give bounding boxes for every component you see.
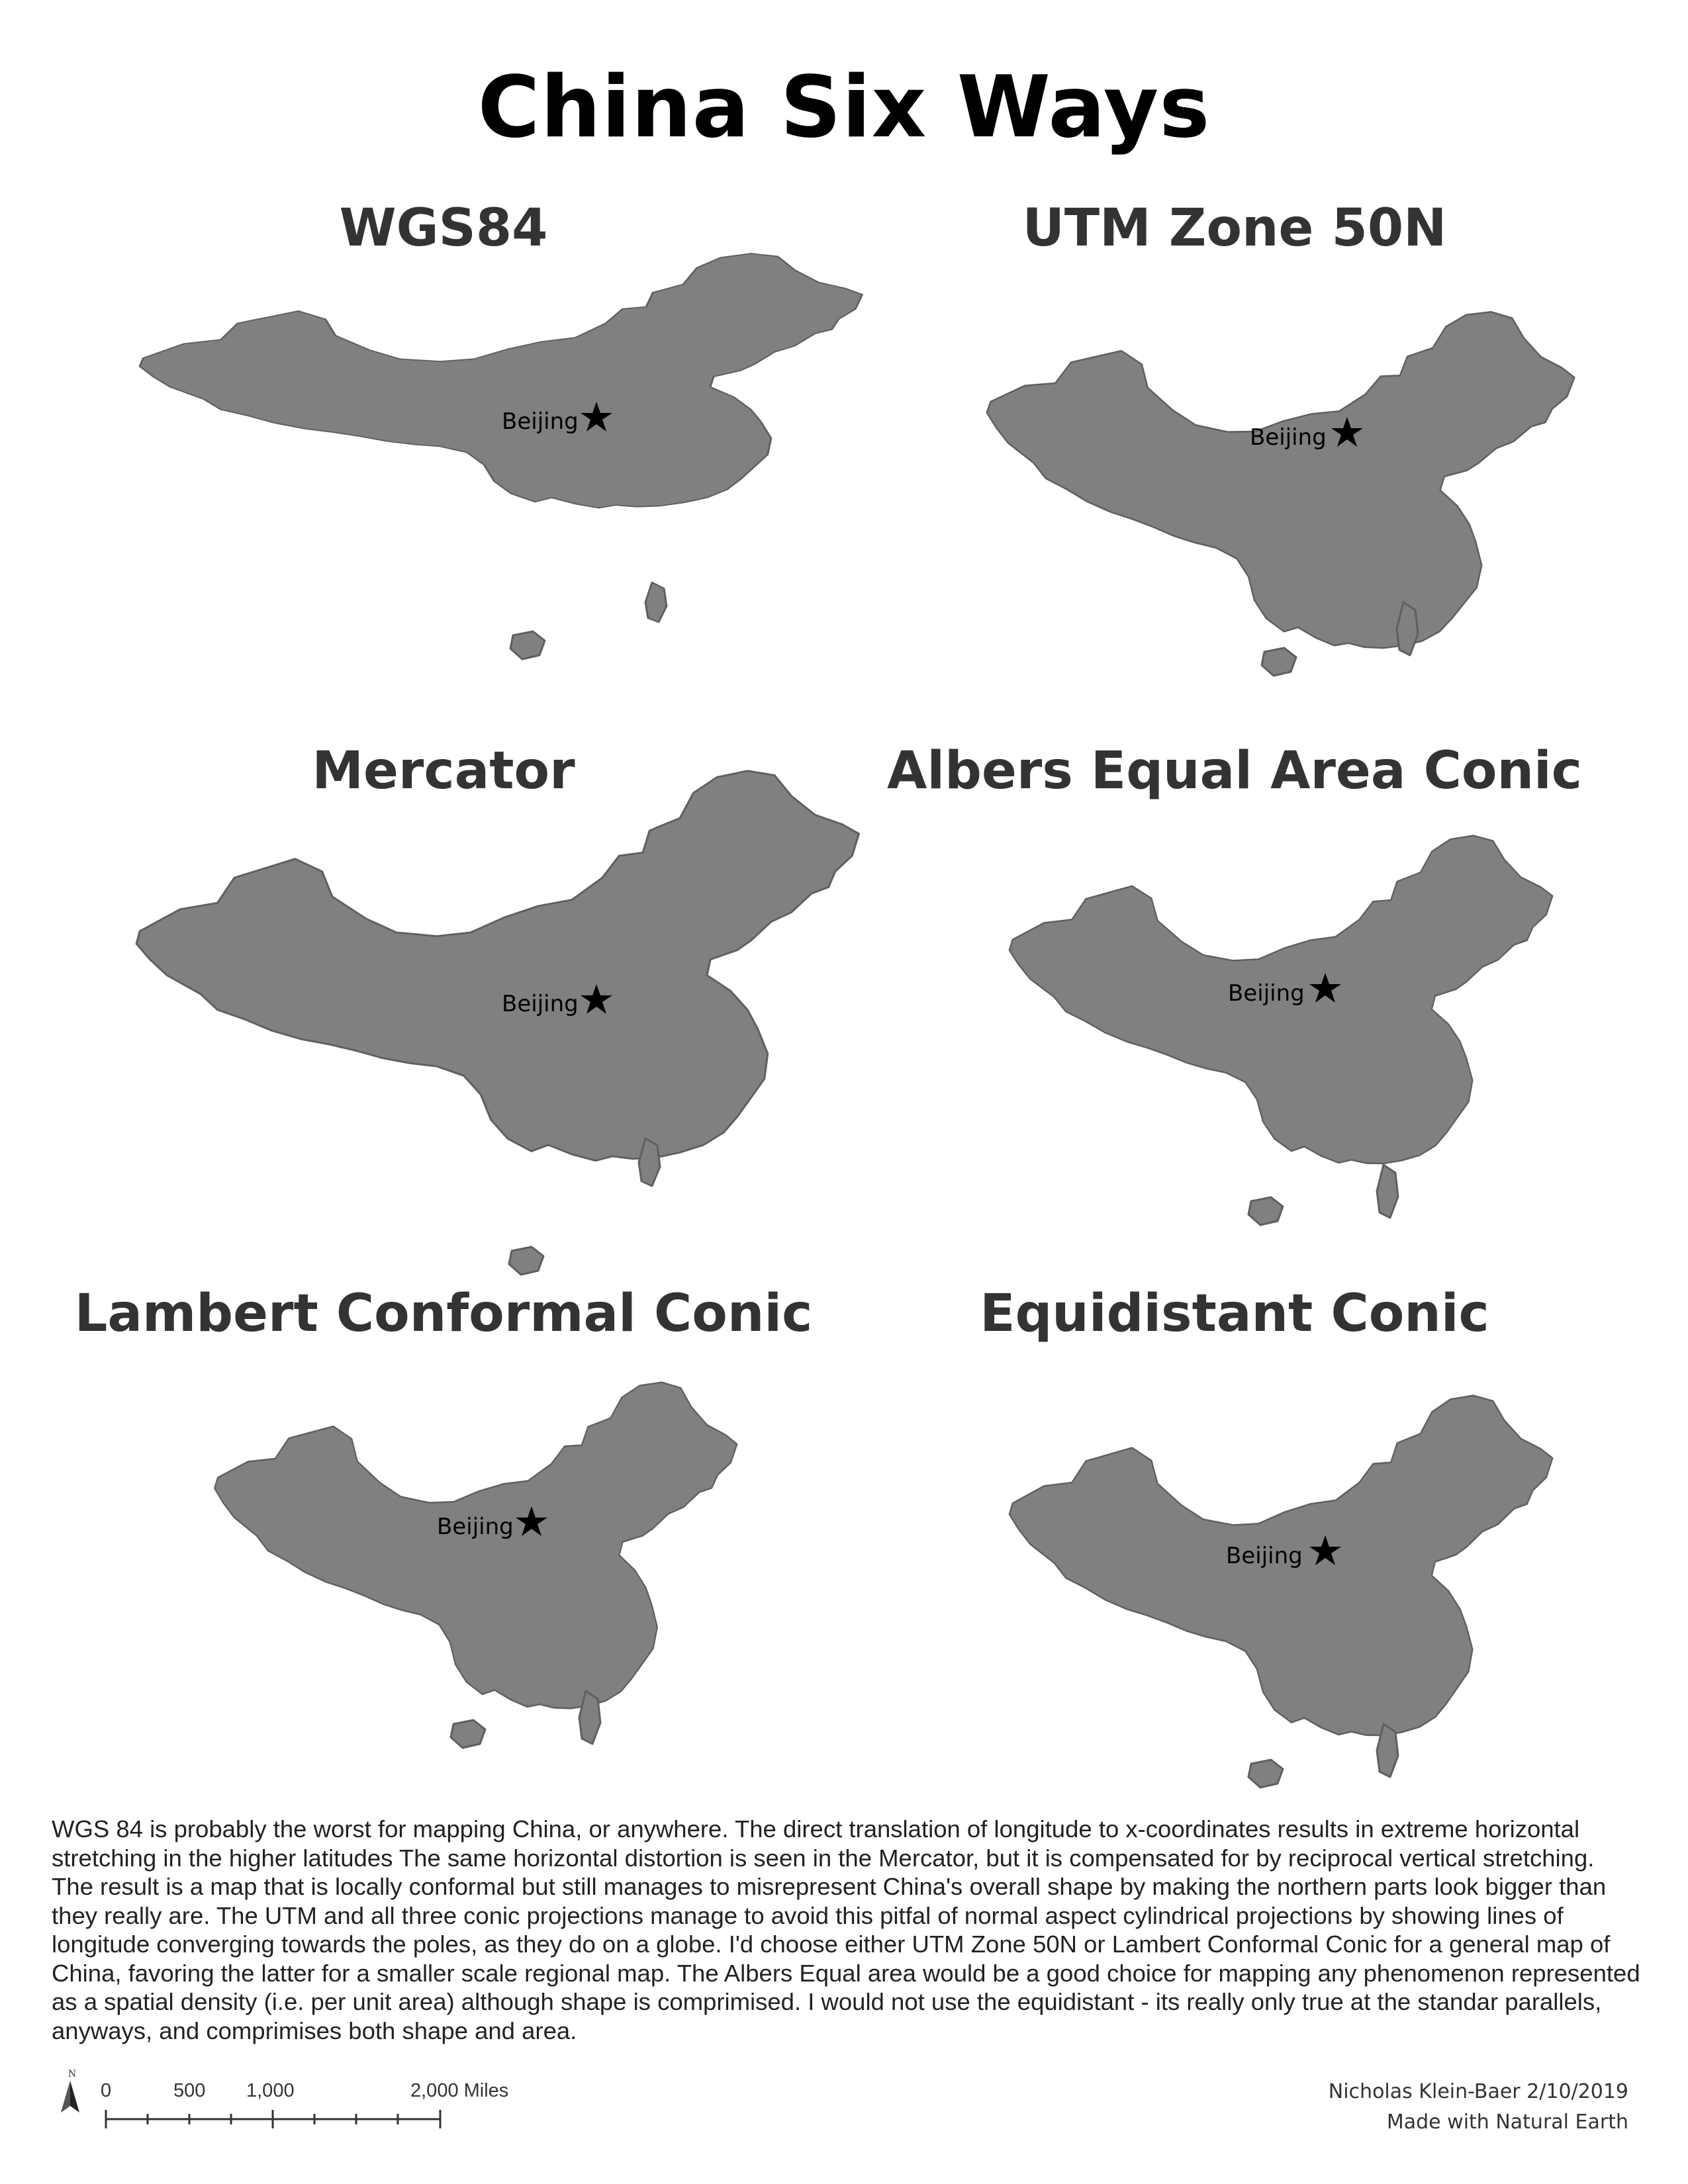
china-map-equidistant: Beijing <box>996 1359 1557 1789</box>
beijing-label: Beijing <box>502 408 579 435</box>
map-panel-equidistant: Equidistant Conic Beijing <box>854 1284 1615 1813</box>
china-map-mercator: Beijing <box>135 770 861 1276</box>
beijing-marker: Beijing <box>1226 1535 1341 1569</box>
hainan-island <box>1247 1196 1284 1226</box>
scale-label-1000: 1,000 <box>246 2080 295 2101</box>
taiwan-island <box>644 581 668 623</box>
hainan-island <box>1247 1758 1284 1789</box>
beijing-marker: Beijing <box>1228 973 1341 1007</box>
hainan-island <box>509 630 546 660</box>
beijing-marker: Beijing <box>1250 417 1363 451</box>
panel-title-equidistant: Equidistant Conic <box>980 1284 1489 1343</box>
china-landmass <box>966 257 1581 670</box>
star-icon <box>581 402 612 432</box>
beijing-label: Beijing <box>502 991 579 1017</box>
scale-label-2000: 2,000 Miles <box>410 2080 508 2101</box>
credits: Nicholas Klein-Baer 2/10/2019 Made with … <box>1329 2077 1628 2138</box>
china-landmass <box>135 770 861 1162</box>
star-icon <box>1331 417 1363 447</box>
hainan-island <box>508 1246 545 1276</box>
map-panel-utm: UTM Zone 50N Beijing <box>854 199 1615 728</box>
panel-title-wgs84: WGS84 <box>339 199 548 258</box>
panel-title-albers: Albers Equal Area Conic <box>887 741 1582 801</box>
hainan-island <box>449 1719 487 1749</box>
star-icon <box>1309 1535 1341 1565</box>
china-landmass <box>138 252 864 510</box>
star-icon <box>516 1506 547 1536</box>
panel-title-mercator: Mercator <box>312 741 575 801</box>
scale-label-500: 500 <box>173 2080 205 2101</box>
source-credit: Made with Natural Earth <box>1386 2111 1628 2134</box>
beijing-marker: Beijing <box>437 1506 547 1540</box>
china-map-wgs84: Beijing <box>138 252 864 660</box>
star-icon <box>581 984 612 1014</box>
author-credit: Nicholas Klein-Baer 2/10/2019 <box>1328 2080 1628 2103</box>
map-title: China Six Ways <box>477 58 1211 157</box>
panel-title-utm: UTM Zone 50N <box>1022 199 1447 258</box>
scale-bar-graphic: N 0 500 1,000 2,000 Miles <box>61 2069 508 2128</box>
beijing-label: Beijing <box>1250 424 1327 451</box>
scale-label-0: 0 <box>101 2080 111 2101</box>
panel-title-lambert: Lambert Conformal Conic <box>74 1284 813 1343</box>
china-map-albers: Beijing <box>996 800 1557 1226</box>
scale-line <box>105 2110 442 2128</box>
beijing-marker: Beijing <box>502 402 612 435</box>
china-map-lambert: Beijing <box>199 1338 742 1749</box>
map-panel-wgs84: WGS84 Beijing <box>63 199 864 728</box>
beijing-marker: Beijing <box>502 984 612 1017</box>
north-arrow-icon: N <box>61 2069 79 2113</box>
description-text: WGS 84 is probably the worst for mapping… <box>52 1815 1640 2044</box>
beijing-label: Beijing <box>1228 980 1305 1007</box>
hainan-island <box>1260 647 1297 677</box>
scale-bar: N 0 500 1,000 2,000 Miles <box>46 2066 549 2139</box>
map-panel-albers: Albers Equal Area Conic Beijing <box>854 741 1615 1271</box>
taiwan-island <box>1376 1163 1399 1219</box>
north-letter: N <box>68 2069 76 2079</box>
beijing-label: Beijing <box>1226 1543 1303 1569</box>
map-panel-lambert: Lambert Conformal Conic Beijing <box>63 1284 824 1813</box>
china-map-utm: Beijing <box>966 257 1581 677</box>
map-panel-mercator: Mercator Beijing <box>63 741 861 1276</box>
beijing-label: Beijing <box>437 1514 514 1540</box>
star-icon <box>1309 973 1341 1003</box>
